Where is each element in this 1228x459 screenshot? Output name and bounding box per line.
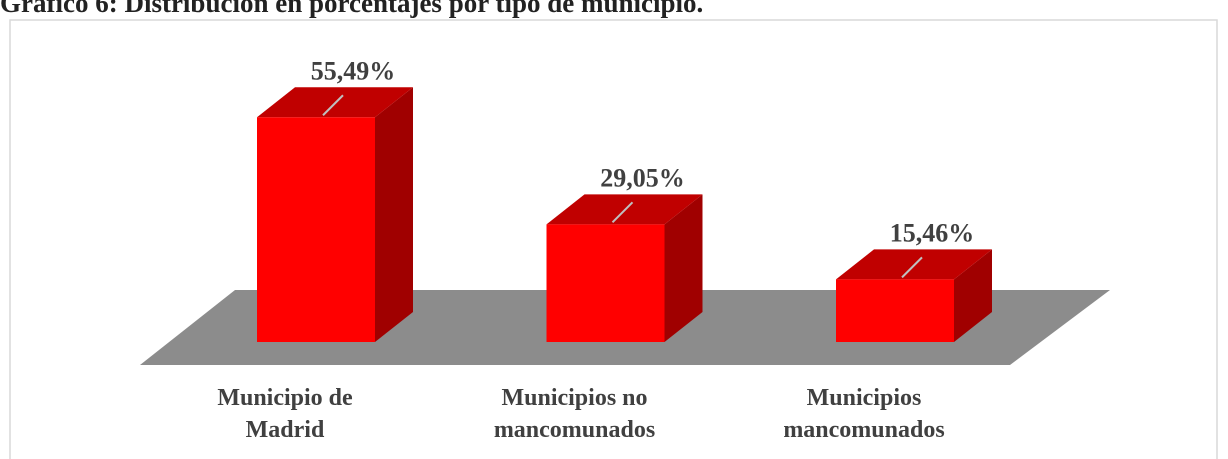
bar-front bbox=[546, 224, 665, 342]
label-leader bbox=[611, 201, 634, 224]
x-tick-label: Madrid bbox=[246, 417, 325, 443]
bar bbox=[836, 249, 992, 342]
x-tick-label: mancomunados bbox=[783, 417, 944, 443]
chart-title: Gráfico 6: Distribución en porcentajes p… bbox=[0, 0, 703, 18]
value-label: 29,05% bbox=[600, 163, 685, 192]
bar-side bbox=[664, 194, 703, 342]
bar-side bbox=[375, 87, 413, 342]
bar-front bbox=[836, 279, 954, 342]
label-leader bbox=[322, 94, 344, 116]
bar-side bbox=[954, 249, 992, 342]
value-label: 15,46% bbox=[890, 218, 975, 247]
bar-front bbox=[257, 117, 375, 342]
label-leader bbox=[901, 256, 923, 279]
x-tick-label: Municipio de bbox=[217, 385, 353, 411]
chart-frame bbox=[9, 19, 1218, 459]
x-tick-label: mancomunados bbox=[494, 417, 655, 443]
x-tick-label: Municipios no bbox=[501, 385, 647, 411]
bar bbox=[257, 87, 413, 342]
bar bbox=[546, 194, 703, 342]
value-label: 55,49% bbox=[311, 56, 396, 85]
x-tick-label: Municipios bbox=[807, 385, 922, 411]
